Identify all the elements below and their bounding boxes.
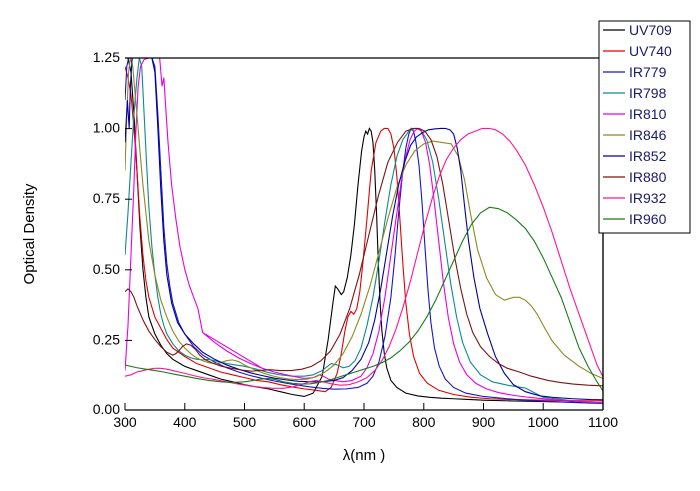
svg-text:300: 300 [113, 414, 137, 430]
svg-text:400: 400 [173, 414, 197, 430]
svg-text:IR880: IR880 [629, 169, 667, 185]
svg-text:1.25: 1.25 [93, 49, 120, 65]
svg-text:600: 600 [293, 414, 317, 430]
svg-text:λ(nm ): λ(nm ) [343, 447, 386, 464]
svg-text:Optical Density: Optical Density [21, 183, 38, 284]
svg-text:UV740: UV740 [629, 43, 672, 59]
svg-text:900: 900 [472, 414, 496, 430]
svg-text:0.25: 0.25 [93, 331, 120, 347]
svg-text:IR798: IR798 [629, 85, 667, 101]
svg-text:1000: 1000 [528, 414, 559, 430]
svg-text:700: 700 [352, 414, 376, 430]
svg-text:IR779: IR779 [629, 64, 667, 80]
svg-text:IR932: IR932 [629, 190, 667, 206]
svg-text:IR846: IR846 [629, 127, 667, 143]
svg-text:0.75: 0.75 [93, 190, 120, 206]
svg-text:1100: 1100 [588, 414, 618, 430]
svg-text:IR810: IR810 [629, 106, 667, 122]
svg-text:UV709: UV709 [629, 22, 672, 38]
svg-text:1.00: 1.00 [93, 120, 120, 136]
svg-text:500: 500 [233, 414, 257, 430]
svg-text:IR960: IR960 [629, 211, 667, 227]
svg-text:IR852: IR852 [629, 148, 667, 164]
svg-text:0.50: 0.50 [93, 261, 120, 277]
svg-text:800: 800 [412, 414, 436, 430]
